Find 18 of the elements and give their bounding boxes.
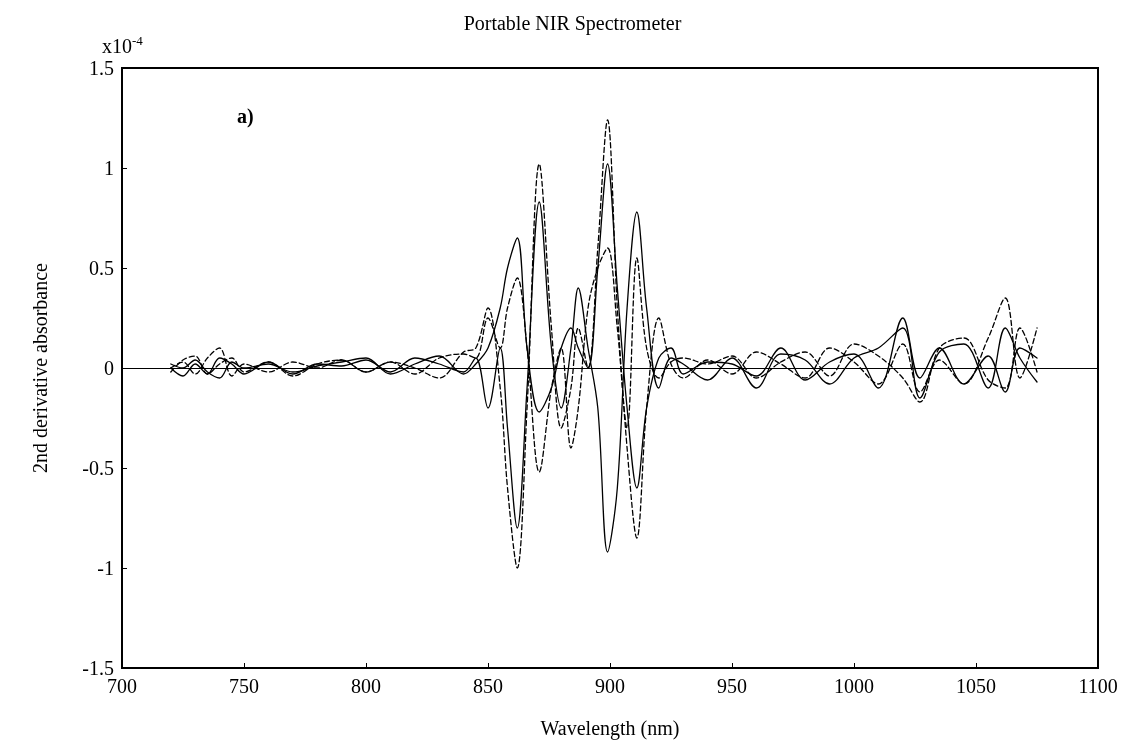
chart-title: Portable NIR Spectrometer: [463, 12, 682, 35]
x-tick-label: 1050: [956, 675, 996, 697]
x-tick-label: 850: [473, 675, 503, 697]
x-tick-label: 900: [595, 675, 625, 697]
x-tick-label: 750: [229, 675, 259, 697]
x-tick-label: 1000: [834, 675, 874, 697]
y-tick-label: -0.5: [82, 457, 114, 479]
y-tick-label: 1.5: [89, 57, 114, 79]
x-axis-title: Wavelength (nm): [540, 717, 680, 740]
y-tick-label: -1: [97, 557, 114, 579]
y-tick-label: 1: [104, 157, 114, 179]
annotation: a): [237, 105, 254, 128]
y-tick-label: 0.5: [89, 257, 114, 279]
x-tick-label: 950: [717, 675, 747, 697]
x-tick-label: 800: [351, 675, 381, 697]
y-tick-label: 0: [104, 357, 114, 379]
x-tick-label: 1100: [1078, 675, 1118, 697]
y-axis-title: 2nd derivative absorbance: [29, 262, 51, 473]
